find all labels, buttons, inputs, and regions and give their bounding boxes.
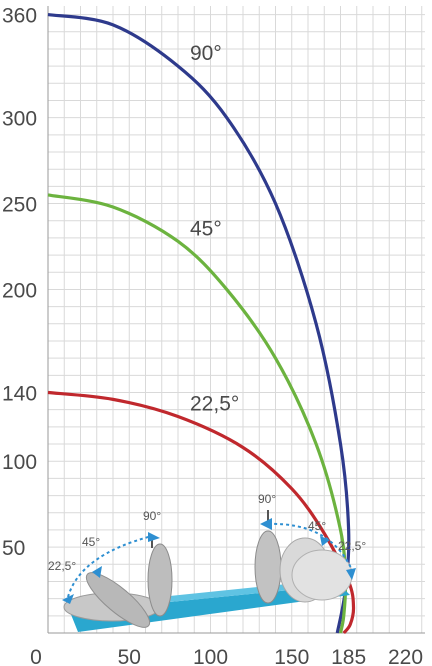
x-tick-labels: 0 50 100 150 185 220 <box>30 646 423 666</box>
series-label-2: 22,5° <box>190 393 239 416</box>
saw-blade-icon <box>147 543 173 617</box>
x-tick-label: 100 <box>193 646 228 666</box>
arrow-icon <box>260 518 272 530</box>
y-tick-label: 140 <box>2 383 37 406</box>
series-line-2 <box>47 390 356 635</box>
right-label-22-5: 22,5° <box>338 539 366 553</box>
y-tick-label: 50 <box>2 537 25 560</box>
arrow-icon <box>148 532 160 542</box>
right-label-90: 90° <box>258 492 276 506</box>
right-label-45: 45° <box>308 519 326 533</box>
left-label-45: 45° <box>82 535 100 549</box>
arrow-icon <box>320 536 330 546</box>
saw-blade-icon <box>85 572 151 628</box>
x-tick-label: 50 <box>118 646 141 666</box>
series-line-0 <box>47 13 351 634</box>
y-tick-label: 360 <box>2 5 37 28</box>
left-label-22-5: 22,5° <box>48 559 76 573</box>
arrow-icon <box>346 568 356 580</box>
y-tick-label: 300 <box>2 108 37 131</box>
saw-blade-icon <box>254 530 282 604</box>
x-tick-label: 185 <box>331 646 366 666</box>
grid <box>47 6 425 634</box>
left-label-90: 90° <box>143 509 161 523</box>
series-label-0: 90° <box>190 42 222 65</box>
angle-arc-right <box>267 522 353 571</box>
x-tick-label: 0 <box>30 646 42 666</box>
x-tick-label: 150 <box>274 646 309 666</box>
y-tick-label: 200 <box>2 279 37 302</box>
y-tick-labels: 50 100 140 200 250 300 360 <box>2 5 37 561</box>
x-tick-label: 220 <box>388 646 423 666</box>
y-tick-label: 100 <box>2 451 37 474</box>
series-label-1: 45° <box>190 217 222 240</box>
series-labels: 90° 45° 22,5° <box>190 42 239 415</box>
y-tick-label: 250 <box>2 194 37 217</box>
arrow-icon <box>92 566 102 578</box>
axes <box>47 6 425 634</box>
arrow-icon <box>62 594 74 604</box>
cutting-illustration: 90° 45° 22,5° 90° 45° 22,5° <box>48 492 366 632</box>
saw-blade-icon <box>291 549 353 601</box>
